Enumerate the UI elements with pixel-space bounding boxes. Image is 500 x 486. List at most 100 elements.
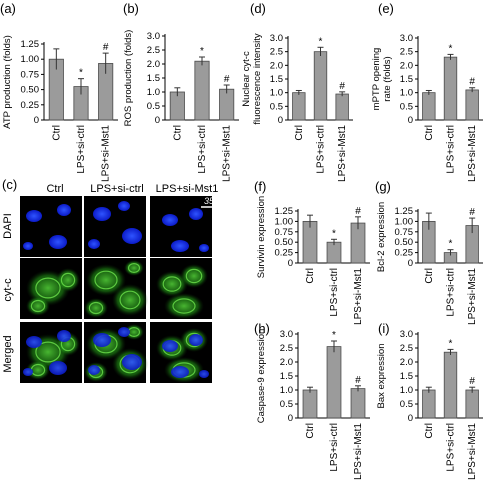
cytc-ring bbox=[185, 268, 203, 284]
cytc-ring bbox=[94, 270, 118, 290]
y-tick-label: 0.25 bbox=[21, 100, 40, 111]
y-tick-label: 0.75 bbox=[275, 227, 294, 238]
y-axis-label: Nuclear cyt-c bbox=[241, 51, 252, 107]
dapi-nucleus bbox=[199, 370, 209, 378]
y-tick-label: 1.00 bbox=[275, 216, 294, 227]
significance-marker: # bbox=[224, 74, 230, 85]
y-tick-label: 0.75 bbox=[21, 69, 40, 80]
y-tick-label: 3.0 bbox=[147, 31, 160, 42]
x-tick-label: Ctrl bbox=[424, 268, 435, 284]
x-tick-label: LPS+si-ctrl bbox=[446, 423, 457, 472]
y-tick-label: 0.5 bbox=[280, 399, 293, 410]
y-tick-label: 1.25 bbox=[275, 206, 294, 217]
x-tick-label: Ctrl bbox=[51, 125, 62, 141]
bar bbox=[350, 388, 366, 419]
y-tick-label: 2.0 bbox=[400, 60, 413, 71]
cytc-signal bbox=[124, 324, 144, 340]
significance-marker: # bbox=[355, 206, 361, 217]
cytc-signal bbox=[124, 260, 144, 276]
chart-i: (i) 0 0.5 1.0 1.5 2.0 2.5 3.0 Bax expression Ctrl… bbox=[376, 321, 483, 480]
significance-marker: # bbox=[103, 42, 109, 53]
y-tick-label: 1.5 bbox=[400, 74, 413, 85]
micrograph-tile-r2-c2 bbox=[150, 322, 212, 383]
y-tick-label: 2.0 bbox=[400, 357, 413, 368]
micrograph-panel-label: (c) bbox=[2, 177, 17, 192]
y-tick-label: 1.00 bbox=[395, 216, 414, 227]
y-tick-label: 3.0 bbox=[400, 33, 413, 44]
y-tick-label: 2.5 bbox=[400, 343, 413, 354]
cytc-ring bbox=[35, 277, 61, 299]
bar bbox=[313, 51, 328, 121]
x-tick-label: Ctrl bbox=[305, 268, 316, 284]
x-tick-label: LPS+si-Mst1 bbox=[467, 423, 478, 480]
y-axis-label: ROS production (folds) bbox=[123, 30, 134, 127]
bar bbox=[465, 389, 479, 419]
micrograph-col-ctrl: Ctrl bbox=[46, 183, 63, 195]
y-tick-label: 0 bbox=[288, 413, 293, 424]
dapi-nucleus bbox=[93, 333, 111, 347]
dapi-nucleus bbox=[49, 235, 67, 249]
y-tick-label: 0 bbox=[408, 258, 413, 269]
dapi-nucleus bbox=[93, 207, 111, 221]
chart-e: (e) 0 0.5 1.0 1.5 2.0 2.5 3.0 mPTP opening rate (… bbox=[371, 1, 483, 182]
micrograph-tile-r1-c1 bbox=[84, 258, 148, 319]
bar bbox=[465, 89, 479, 121]
x-tick-label: LPS+si-ctrl bbox=[446, 268, 457, 317]
bar bbox=[219, 88, 235, 121]
x-tick-label: LPS+si-ctrl bbox=[446, 125, 457, 174]
dapi-nucleus bbox=[189, 208, 203, 220]
micrograph-tile-r2-c1 bbox=[84, 322, 148, 383]
y-tick-label: 0.5 bbox=[147, 101, 160, 112]
x-tick-label: LPS+si-Mst1 bbox=[337, 125, 348, 182]
dapi-nucleus bbox=[118, 201, 130, 211]
y-tick-label: 1.00 bbox=[21, 54, 40, 65]
dapi-nucleus bbox=[171, 240, 189, 252]
chart-b: (b) 0 0.5 1.0 1.5 2.0 2.5 3.0 ROS production (fo… bbox=[123, 1, 239, 182]
cytc-ring bbox=[172, 298, 196, 314]
x-tick-label: LPS+si-Mst1 bbox=[467, 268, 478, 325]
dapi-nucleus bbox=[26, 336, 42, 348]
dapi-nucleus bbox=[23, 368, 33, 376]
y-tick-label: 0.25 bbox=[275, 248, 294, 259]
x-tick-label: LPS+si-ctrl bbox=[316, 125, 327, 174]
y-tick-label: 1.5 bbox=[400, 371, 413, 382]
y-tick-label: 0.50 bbox=[21, 85, 40, 96]
y-tick-label: 0.25 bbox=[395, 248, 414, 259]
y-tick-label: 0 bbox=[155, 115, 160, 126]
cytc-ring bbox=[162, 276, 182, 292]
y-tick-label: 1.0 bbox=[147, 87, 160, 98]
chart-f: (f) 00.250.500.751.001.25 Survivin express… bbox=[254, 179, 370, 325]
cytc-signal bbox=[56, 268, 80, 292]
bar bbox=[194, 60, 210, 121]
panel-label-h: (h) bbox=[254, 321, 270, 336]
micrograph-tile-r0-c0 bbox=[20, 196, 82, 257]
y-axis-label: fluorescence intensity bbox=[252, 33, 263, 125]
micrograph-row-dapi: DAPI bbox=[2, 213, 14, 239]
y-tick-label: 0 bbox=[278, 115, 283, 126]
dapi-nucleus bbox=[199, 244, 209, 252]
dapi-nucleus bbox=[118, 327, 130, 337]
panel-label-f: (f) bbox=[254, 179, 266, 194]
micrograph-panel: (c) Ctrl LPS+si-ctrl LPS+si-Mst1 DAPI cy… bbox=[2, 177, 229, 383]
cytc-ring bbox=[88, 301, 104, 315]
bar bbox=[326, 241, 342, 264]
micrograph-grid bbox=[20, 196, 212, 383]
x-tick-label: LPS+si-ctrl bbox=[329, 268, 340, 317]
y-tick-label: 2.5 bbox=[400, 47, 413, 58]
y-tick-label: 0 bbox=[34, 115, 39, 126]
chart-a: (a) 0 0.25 0.50 0.75 1.00 1.25 ATP production (… bbox=[0, 1, 118, 182]
cytc-ring bbox=[60, 272, 76, 288]
y-tick-label: 3.0 bbox=[400, 329, 413, 340]
y-tick-label: 0 bbox=[408, 115, 413, 126]
y-tick-label: 0.75 bbox=[395, 227, 414, 238]
significance-marker: * bbox=[319, 36, 323, 47]
y-tick-label: 3.0 bbox=[270, 33, 283, 44]
panel-label-d: (d) bbox=[250, 1, 266, 16]
dapi-nucleus bbox=[57, 204, 71, 216]
bar bbox=[422, 389, 436, 419]
dapi-nucleus bbox=[171, 366, 189, 378]
y-tick-label: 1.5 bbox=[270, 74, 283, 85]
micrograph-col-lps-si-ctrl: LPS+si-ctrl bbox=[90, 183, 144, 195]
